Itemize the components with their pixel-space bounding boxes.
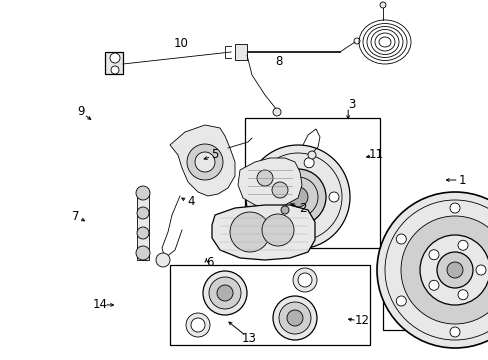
Circle shape	[376, 192, 488, 348]
Circle shape	[191, 318, 204, 332]
Circle shape	[286, 310, 303, 326]
Circle shape	[136, 186, 150, 200]
Circle shape	[461, 222, 481, 242]
Circle shape	[449, 327, 459, 337]
Circle shape	[156, 253, 170, 267]
Polygon shape	[235, 44, 246, 60]
Bar	[137, 190, 149, 260]
Circle shape	[208, 277, 241, 309]
Circle shape	[400, 216, 488, 324]
Circle shape	[264, 164, 274, 174]
Circle shape	[257, 170, 272, 186]
Circle shape	[217, 285, 232, 301]
Circle shape	[271, 182, 287, 198]
Text: 9: 9	[77, 105, 84, 118]
Text: 7: 7	[72, 210, 80, 222]
Text: 10: 10	[173, 37, 188, 50]
Circle shape	[446, 262, 462, 278]
Text: 6: 6	[206, 256, 214, 269]
Text: 8: 8	[274, 55, 282, 68]
Circle shape	[264, 171, 273, 181]
Circle shape	[292, 268, 316, 292]
Bar	[389, 228, 464, 265]
Polygon shape	[425, 253, 449, 318]
Ellipse shape	[438, 234, 456, 248]
Circle shape	[229, 212, 269, 252]
Bar	[170, 265, 369, 345]
Circle shape	[475, 265, 485, 275]
Circle shape	[272, 296, 316, 340]
Circle shape	[136, 246, 150, 260]
Polygon shape	[238, 158, 302, 208]
Circle shape	[449, 203, 459, 213]
Text: 11: 11	[368, 148, 383, 161]
Text: 3: 3	[347, 98, 355, 111]
Circle shape	[328, 192, 338, 202]
Circle shape	[203, 271, 246, 315]
Bar	[105, 52, 123, 74]
Polygon shape	[399, 260, 419, 312]
Circle shape	[379, 2, 385, 8]
Text: 1: 1	[457, 174, 465, 186]
Polygon shape	[170, 125, 235, 196]
Text: 14: 14	[93, 298, 107, 311]
Circle shape	[307, 151, 315, 159]
Polygon shape	[428, 260, 447, 312]
Circle shape	[272, 108, 281, 116]
Circle shape	[262, 214, 293, 246]
Circle shape	[137, 207, 149, 219]
Circle shape	[457, 290, 467, 300]
Text: 4: 4	[186, 195, 194, 208]
Bar	[397, 235, 413, 247]
Circle shape	[466, 227, 476, 237]
Text: 5: 5	[211, 148, 219, 161]
Text: 13: 13	[242, 332, 256, 345]
Circle shape	[245, 145, 349, 249]
Circle shape	[186, 144, 223, 180]
Polygon shape	[212, 205, 314, 260]
Circle shape	[297, 273, 311, 287]
Circle shape	[281, 206, 288, 214]
Circle shape	[110, 53, 120, 63]
Circle shape	[395, 234, 406, 244]
Polygon shape	[397, 253, 421, 318]
Bar	[417, 235, 433, 247]
Circle shape	[395, 296, 406, 306]
Circle shape	[428, 250, 438, 260]
Circle shape	[195, 152, 215, 172]
Circle shape	[419, 235, 488, 305]
Circle shape	[264, 213, 273, 223]
Circle shape	[287, 187, 307, 207]
Circle shape	[185, 313, 209, 337]
Circle shape	[111, 66, 119, 74]
Circle shape	[269, 169, 325, 225]
Circle shape	[304, 158, 313, 168]
Circle shape	[428, 280, 438, 290]
Text: 12: 12	[354, 314, 368, 327]
Bar	[382, 245, 461, 330]
Ellipse shape	[441, 237, 453, 246]
Bar	[244, 118, 379, 248]
Circle shape	[279, 302, 310, 334]
Circle shape	[304, 226, 313, 236]
Text: 2: 2	[299, 202, 306, 215]
Circle shape	[137, 227, 149, 239]
Circle shape	[457, 240, 467, 250]
Circle shape	[436, 252, 472, 288]
